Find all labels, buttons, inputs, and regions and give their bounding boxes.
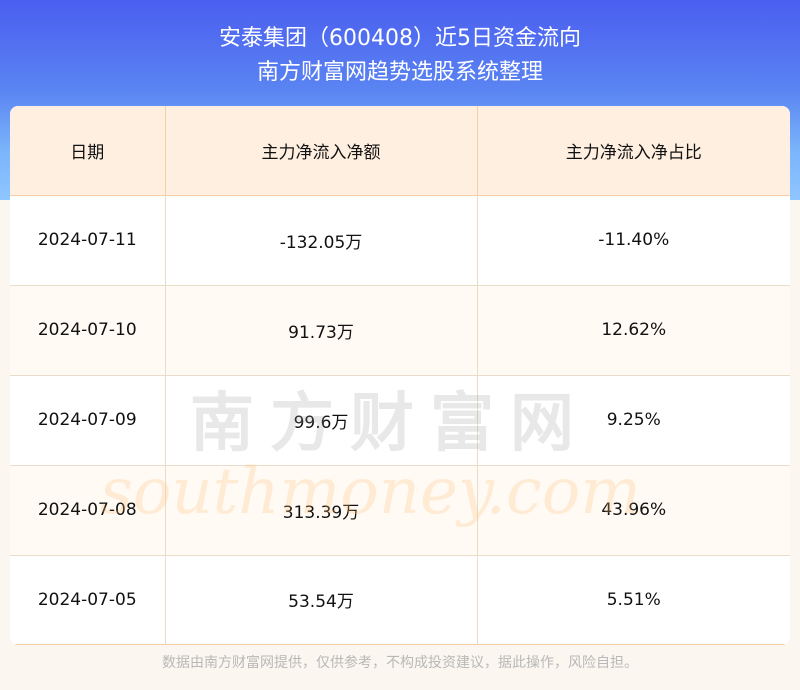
cell-date: 2024-07-10 bbox=[10, 284, 166, 376]
cell-amount: -132.05万 bbox=[164, 194, 478, 286]
column-header-date: 日期 bbox=[10, 106, 166, 196]
cell-date: 2024-07-11 bbox=[10, 194, 166, 286]
table-row: 2024-07-10 91.73万 12.62% bbox=[10, 284, 790, 376]
title-line-2: 南方财富网趋势选股系统整理 bbox=[256, 60, 543, 85]
title-line-1: 安泰集团（600408）近5日资金流向 bbox=[219, 26, 581, 51]
table-row: 2024-07-08 313.39万 43.96% bbox=[10, 464, 790, 556]
cell-ratio: 9.25% bbox=[476, 374, 790, 466]
cell-amount: 53.54万 bbox=[164, 554, 478, 645]
column-header-amount: 主力净流入净额 bbox=[164, 106, 478, 196]
fund-flow-table-card: 日期 主力净流入净额 主力净流入净占比 2024-07-11 -132.05万 -1… bbox=[10, 106, 790, 645]
table-header-row: 日期 主力净流入净额 主力净流入净占比 bbox=[10, 106, 790, 196]
column-header-ratio: 主力净流入净占比 bbox=[476, 106, 790, 196]
cell-date: 2024-07-08 bbox=[10, 464, 166, 556]
table-row: 2024-07-05 53.54万 5.51% bbox=[10, 554, 790, 645]
cell-ratio: 43.96% bbox=[476, 464, 790, 556]
table-row: 2024-07-11 -132.05万 -11.40% bbox=[10, 194, 790, 286]
fund-flow-table: 日期 主力净流入净额 主力净流入净占比 2024-07-11 -132.05万 -1… bbox=[10, 106, 790, 645]
disclaimer: 数据由南方财富网提供，仅供参考，不构成投资建议，据此操作，风险自担。 bbox=[162, 655, 638, 671]
cell-amount: 313.39万 bbox=[164, 464, 478, 556]
page-title: 安泰集团（600408）近5日资金流向 南方财富网趋势选股系统整理 bbox=[0, 22, 800, 90]
cell-ratio: 5.51% bbox=[476, 554, 790, 645]
cell-ratio: 12.62% bbox=[476, 284, 790, 376]
cell-date: 2024-07-09 bbox=[10, 374, 166, 466]
cell-amount: 91.73万 bbox=[164, 284, 478, 376]
cell-date: 2024-07-05 bbox=[10, 554, 166, 645]
table-row: 2024-07-09 99.6万 9.25% bbox=[10, 374, 790, 466]
cell-ratio: -11.40% bbox=[476, 194, 790, 286]
cell-amount: 99.6万 bbox=[164, 374, 478, 466]
